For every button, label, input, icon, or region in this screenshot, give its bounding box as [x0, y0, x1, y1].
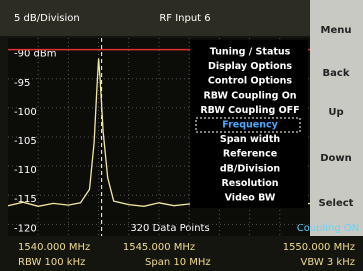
rbw-label: RBW 100 kHz [18, 257, 85, 268]
analyzer-screen: 5 dB/Division RF Input 6 Menu 320 Data P… [0, 0, 363, 271]
y-tick-label: -120 [14, 223, 37, 234]
menu-item[interactable]: Display Options [208, 61, 292, 72]
x-tick-label: 1550.000 MHz [283, 242, 355, 253]
side-button[interactable]: Up [328, 107, 343, 118]
side-button[interactable]: Down [320, 153, 352, 164]
menu-item[interactable]: Control Options [208, 76, 293, 87]
menu-title[interactable]: Menu [321, 25, 352, 36]
menu-item[interactable]: Frequency [222, 120, 278, 131]
division-label: 5 dB/Division [14, 13, 80, 24]
points-label: 320 Data Points [130, 223, 209, 234]
menu-item[interactable]: RBW Coupling OFF [200, 105, 299, 116]
y-tick-label: -100 [14, 107, 37, 118]
vbw-label: VBW 3 kHz [300, 257, 355, 268]
menu-item[interactable]: dB/Division [220, 163, 281, 174]
menu-item[interactable]: RBW Coupling On [203, 90, 296, 101]
menu-item[interactable]: Tuning / Status [210, 47, 291, 58]
y-tick-label: -95 [14, 78, 30, 89]
side-button[interactable]: Back [323, 68, 350, 79]
x-tick-label: 1540.000 MHz [18, 242, 90, 253]
menu-item[interactable]: Reference [223, 149, 277, 160]
side-button[interactable]: Select [319, 198, 354, 209]
y-tick-label: -110 [14, 165, 37, 176]
y-tick-label: -105 [14, 136, 37, 147]
coupling-label: Coupling ON [297, 223, 360, 234]
menu-item[interactable]: Span width [220, 134, 280, 145]
x-tick-label: 1545.000 MHz [123, 242, 195, 253]
span-label: Span 10 MHz [145, 257, 211, 268]
menu-item[interactable]: Resolution [221, 178, 278, 189]
input-label: RF Input 6 [159, 13, 210, 24]
menu-item[interactable]: Video BW [225, 193, 276, 204]
